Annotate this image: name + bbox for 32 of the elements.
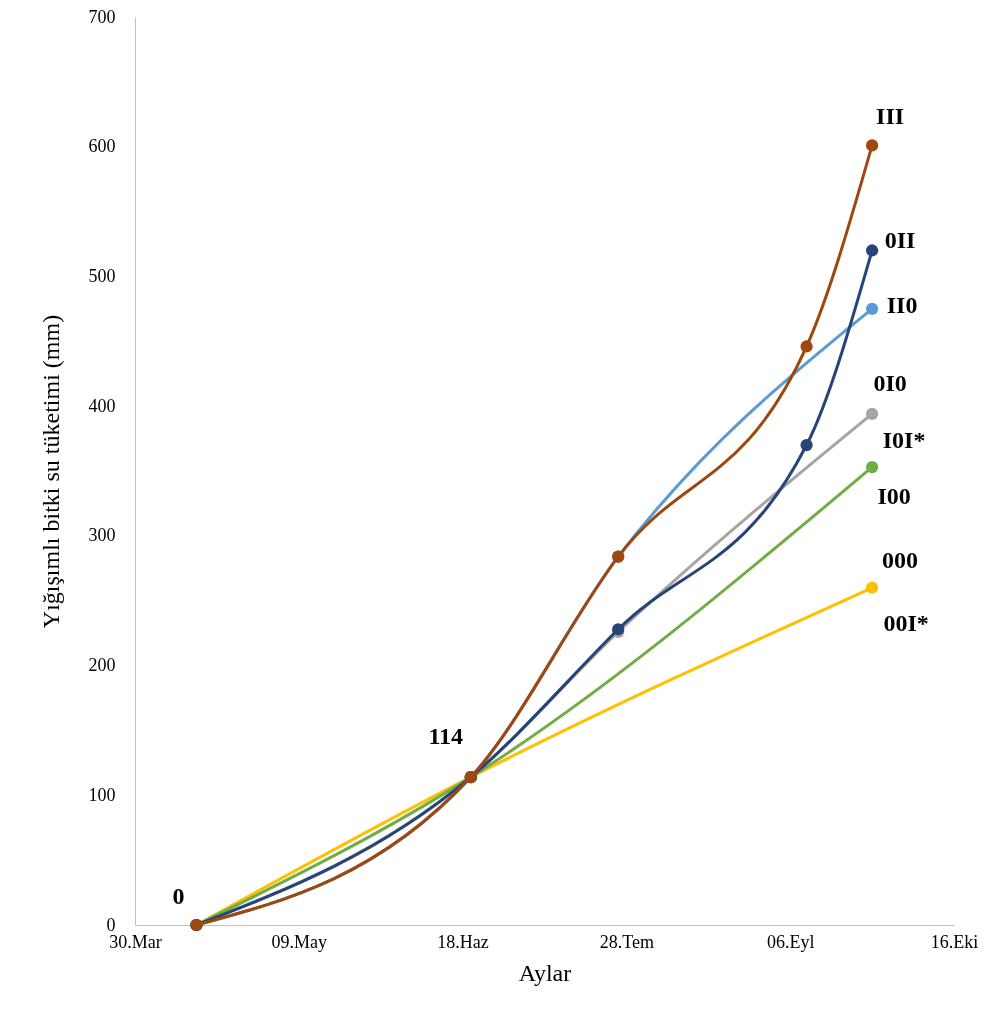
point — [800, 340, 813, 353]
x-axis-title: Aylar — [518, 959, 572, 986]
point — [865, 461, 879, 474]
point — [865, 581, 879, 594]
point — [865, 139, 879, 152]
series-label: 000 — [882, 546, 919, 573]
annotation: 114 — [428, 723, 464, 750]
y-tick-label: 400 — [88, 395, 116, 416]
y-tick-label: 200 — [88, 655, 116, 676]
annotation: 0 — [172, 883, 185, 909]
annotation: 00I* — [883, 609, 929, 636]
point — [865, 302, 879, 315]
series-label: 0II — [884, 227, 916, 254]
series-label: II0 — [886, 291, 918, 318]
x-tick-label: 18.Haz — [437, 931, 489, 952]
series-label: 0I0 — [873, 369, 907, 396]
point — [865, 244, 879, 257]
x-tick-label: 09.May — [271, 931, 328, 952]
x-tick-label: 06.Eyl — [766, 931, 815, 952]
point — [865, 407, 879, 421]
series-label: III — [876, 103, 905, 130]
y-tick-label: 600 — [88, 136, 116, 157]
x-tick-label: 28.Tem — [599, 931, 655, 952]
point — [800, 438, 813, 452]
series-label: I00 — [877, 483, 911, 510]
x-tick-label: 16.Eki — [930, 931, 979, 952]
y-tick-label: 700 — [88, 6, 116, 27]
y-tick-label: 300 — [88, 525, 116, 546]
annotation: I0I* — [882, 427, 926, 454]
y-axis-title: Yığışımlı bitki su tüketimi (mm) — [37, 314, 64, 629]
y-tick-label: 500 — [88, 265, 116, 286]
y-tick-label: 100 — [88, 784, 116, 805]
